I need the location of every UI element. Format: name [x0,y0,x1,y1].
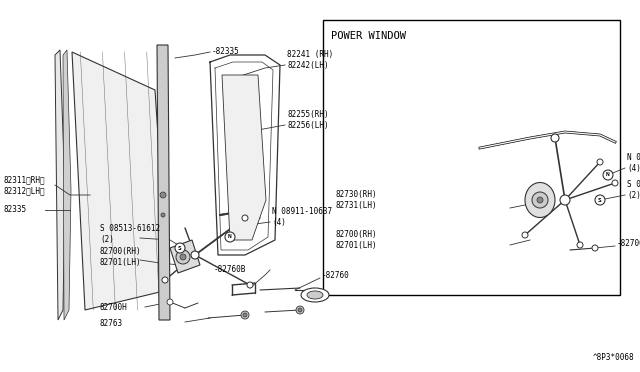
Circle shape [595,195,605,205]
Text: S 08513-61612
(2): S 08513-61612 (2) [627,180,640,200]
Circle shape [522,232,528,238]
Text: -82700H: -82700H [617,238,640,247]
Text: 82763: 82763 [100,318,123,327]
Text: N 08911-10637
(4): N 08911-10637 (4) [627,153,640,173]
Text: N: N [606,173,610,177]
Circle shape [191,251,199,259]
Circle shape [180,254,186,260]
Circle shape [243,313,247,317]
Text: N 08911-10637
(4): N 08911-10637 (4) [272,207,332,227]
Circle shape [537,197,543,203]
Text: POWER WINDOW: POWER WINDOW [331,31,406,41]
Text: 82700H: 82700H [100,304,128,312]
Ellipse shape [301,288,329,302]
Circle shape [167,299,173,305]
Ellipse shape [525,183,555,218]
Circle shape [241,311,249,319]
Circle shape [175,243,185,253]
Circle shape [296,306,304,314]
Polygon shape [157,45,170,320]
Text: 82700(RH)
82701(LH): 82700(RH) 82701(LH) [100,247,141,267]
Text: N: N [228,234,232,240]
Text: 82730(RH)
82731(LH): 82730(RH) 82731(LH) [335,190,376,210]
Text: S: S [598,198,602,202]
Bar [323,20,620,295]
Text: 82255(RH)
82256(LH): 82255(RH) 82256(LH) [287,110,328,130]
Circle shape [560,195,570,205]
Circle shape [603,170,613,180]
Ellipse shape [307,291,323,299]
Circle shape [161,213,165,217]
Circle shape [551,134,559,142]
Circle shape [247,282,253,288]
Polygon shape [55,50,65,320]
Circle shape [612,180,618,186]
Circle shape [160,192,166,198]
Circle shape [225,232,235,242]
Text: 82241 (RH)
82242(LH): 82241 (RH) 82242(LH) [287,50,333,70]
Text: -82760B: -82760B [214,266,246,275]
Circle shape [592,245,598,251]
Circle shape [532,192,548,208]
Circle shape [176,250,190,264]
Polygon shape [72,52,168,310]
Text: 82700(RH)
82701(LH): 82700(RH) 82701(LH) [335,230,376,250]
Circle shape [298,308,302,312]
Text: ^8P3*0068: ^8P3*0068 [593,353,634,362]
Text: S 08513-61612
(2): S 08513-61612 (2) [100,224,160,244]
Text: S: S [178,246,182,250]
Text: -82335: -82335 [212,48,240,57]
Polygon shape [170,240,200,273]
Text: 82335: 82335 [3,205,26,215]
Text: -82760: -82760 [322,270,349,279]
Circle shape [162,277,168,283]
Circle shape [242,215,248,221]
Polygon shape [222,75,266,240]
Polygon shape [63,50,71,320]
Circle shape [597,159,603,165]
Text: 82311〈RH〉
82312〈LH〉: 82311〈RH〉 82312〈LH〉 [3,175,45,195]
Circle shape [577,242,583,248]
